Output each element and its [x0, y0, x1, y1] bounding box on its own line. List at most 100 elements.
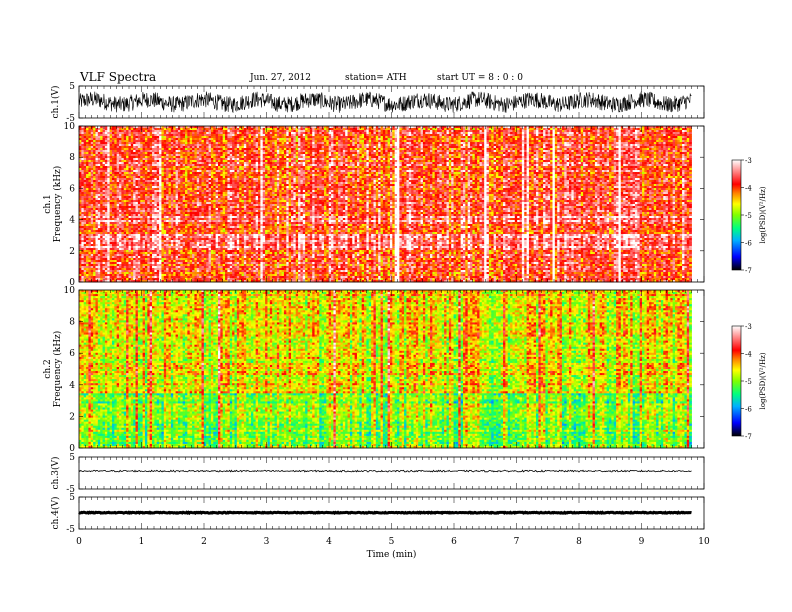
- spectrogram-cell: [133, 154, 136, 157]
- spectrogram-cell: [93, 200, 96, 203]
- spectrogram-cell: [123, 254, 127, 257]
- spectrogram-cell: [79, 246, 82, 249]
- spectrogram-cell: [102, 262, 106, 265]
- spectrogram-cell: [86, 152, 89, 155]
- spectrogram-cell: [130, 268, 134, 271]
- spectrogram-cell: [102, 206, 106, 209]
- spectrogram-cell: [109, 194, 113, 197]
- spectrogram-cell: [102, 146, 106, 149]
- spectrogram-cell: [109, 142, 113, 145]
- spectrogram-cell: [133, 194, 136, 197]
- spectrogram-cell: [114, 248, 118, 251]
- spectrogram-cell: [90, 278, 94, 281]
- spectrogram-cell: [130, 194, 134, 197]
- spectrogram-cell: [126, 148, 129, 151]
- spectrogram-cell: [95, 152, 99, 155]
- spectrogram-cell: [119, 226, 122, 229]
- spectrogram-cell: [93, 204, 96, 207]
- spectrogram-cell: [130, 162, 134, 165]
- spectrogram-cell: [111, 264, 115, 267]
- spectrogram-cell: [111, 148, 115, 151]
- spectrogram-cell: [116, 248, 120, 251]
- spectrogram-cell: [83, 248, 87, 251]
- spectrogram-cell: [79, 202, 82, 205]
- spectrogram-cell: [104, 158, 108, 161]
- spectrogram-cell: [109, 136, 113, 139]
- spectrogram-cell: [81, 170, 85, 173]
- spectrogram-cell: [116, 222, 120, 225]
- spectrogram-cell: [107, 190, 111, 193]
- spectrogram-cell: [79, 132, 82, 135]
- spectrogram-cell: [107, 230, 111, 233]
- spectrogram-cell: [83, 228, 87, 231]
- spectrogram-cell: [135, 234, 139, 237]
- spectrogram-cell: [130, 246, 134, 249]
- spectrogram-cell: [109, 244, 113, 247]
- spectrogram-cell: [107, 222, 111, 225]
- spectrogram-cell: [104, 264, 108, 267]
- spectrogram-cell: [95, 162, 99, 165]
- spectrogram-cell: [135, 176, 139, 179]
- spectrogram-cell: [123, 220, 127, 223]
- spectrogram-cell: [111, 254, 115, 257]
- spectrogram-cell: [102, 148, 106, 151]
- spectrogram-cell: [83, 238, 87, 241]
- spectrogram-cell: [81, 166, 85, 169]
- spectrogram-cell: [119, 134, 122, 137]
- spectrogram-cell: [81, 194, 85, 197]
- spectrogram-cell: [86, 278, 89, 281]
- spectrogram-cell: [111, 146, 115, 149]
- spectrogram-cell: [130, 252, 134, 255]
- spectrogram-cell: [102, 228, 106, 231]
- spectrogram-cell: [116, 140, 120, 143]
- spectrogram-cell: [116, 276, 120, 279]
- spectrogram-cell: [93, 132, 96, 135]
- spectrogram-cell: [90, 136, 94, 139]
- spectrogram-cell: [86, 174, 89, 177]
- spectrogram-cell: [119, 254, 122, 257]
- spectrogram-cell: [107, 208, 111, 211]
- spectrogram-cell: [95, 216, 99, 219]
- spectrogram-cell: [102, 142, 106, 145]
- spectrogram-cell: [111, 170, 115, 173]
- spectrogram-cell: [93, 170, 96, 173]
- spectrogram-cell: [133, 276, 136, 279]
- spectrogram-cell: [90, 204, 94, 207]
- spectrogram-cell: [133, 220, 136, 223]
- spectrogram-cell: [97, 250, 101, 253]
- spectrogram-cell: [86, 130, 89, 133]
- spectrogram-cell: [97, 272, 101, 275]
- spectrogram-cell: [123, 204, 127, 207]
- spectrogram-cell: [104, 192, 108, 195]
- spectrogram-cell: [100, 186, 103, 189]
- spectrogram-cell: [128, 150, 132, 153]
- spectrogram-cell: [130, 164, 134, 167]
- spectrogram-cell: [123, 132, 127, 135]
- spectrogram-cell: [90, 186, 94, 189]
- spectrogram-cell: [97, 252, 101, 255]
- spectrogram-cell: [88, 264, 92, 267]
- spectrogram-cell: [102, 212, 106, 215]
- spectrogram-cell: [95, 202, 99, 205]
- spectrogram-cell: [86, 206, 89, 209]
- spectrogram-cell: [97, 130, 101, 133]
- spectrogram-cell: [81, 242, 85, 245]
- spectrogram-cell: [104, 208, 108, 211]
- spectrogram-cell: [90, 208, 94, 211]
- spectrogram-cell: [126, 250, 129, 253]
- spectrogram-cell: [107, 136, 111, 139]
- spectrogram-cell: [95, 150, 99, 153]
- spectrogram-cell: [114, 154, 118, 157]
- spectrogram-cell: [81, 142, 85, 145]
- spectrogram-cell: [79, 254, 82, 257]
- spectrogram-cell: [107, 252, 111, 255]
- spectrogram-cell: [111, 162, 115, 165]
- spectrogram-cell: [95, 126, 99, 129]
- spectrogram-cell: [114, 150, 118, 153]
- spectrogram-cell: [130, 258, 134, 261]
- spectrogram-cell: [130, 160, 134, 163]
- spectrogram-cell: [121, 256, 125, 259]
- spectrogram-cell: [126, 192, 129, 195]
- spectrogram-cell: [116, 214, 120, 217]
- spectrogram-cell: [126, 234, 129, 237]
